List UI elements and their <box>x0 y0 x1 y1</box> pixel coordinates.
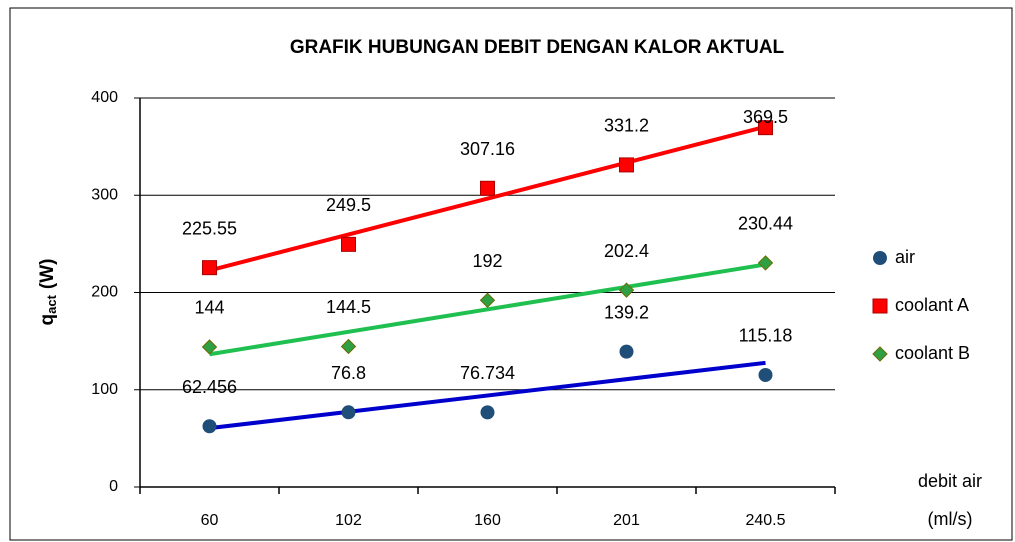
trendline <box>209 360 766 431</box>
data-label: 115.18 <box>739 326 793 346</box>
point <box>340 338 357 355</box>
y-label-text: q <box>37 314 58 326</box>
data-label: 230.44 <box>738 214 793 234</box>
data-label: 331.2 <box>604 116 649 136</box>
x-axis-label: (ml/s) <box>928 509 973 529</box>
data-label: 62.456 <box>182 377 237 397</box>
point <box>619 344 634 359</box>
y-label-subscript: act <box>44 294 59 313</box>
point <box>758 367 773 382</box>
legend-label: air <box>895 247 915 267</box>
y-tick-label: 100 <box>91 381 118 398</box>
data-label: 139.2 <box>604 302 649 322</box>
point <box>618 282 635 298</box>
x-axis-label: debit air <box>918 471 982 491</box>
data-label: 202.4 <box>604 241 649 261</box>
data-label: 369.5 <box>743 107 788 127</box>
y-tick-label: 0 <box>109 478 118 495</box>
chart-title: GRAFIK HUBUNGAN DEBIT DENGAN KALOR AKTUA… <box>290 37 785 58</box>
legend-label: coolant A <box>895 295 969 315</box>
point <box>479 292 496 308</box>
point <box>480 405 495 420</box>
point <box>873 251 887 265</box>
point <box>619 157 634 173</box>
y-tick-label: 200 <box>91 284 118 301</box>
point <box>757 255 774 271</box>
y-axis-label: qact (W) <box>37 259 59 326</box>
point <box>341 236 356 252</box>
y-tick-label: 300 <box>91 186 118 203</box>
trendline <box>209 262 766 357</box>
x-tick-label: 60 <box>201 512 219 529</box>
legend-label: coolant B <box>895 343 970 363</box>
point <box>202 260 217 276</box>
point <box>341 405 356 420</box>
chart-frame <box>9 7 1013 541</box>
data-label: 144 <box>194 298 224 318</box>
y-label-suffix: (W) <box>37 259 58 290</box>
data-label: 249.5 <box>326 195 371 215</box>
point <box>872 346 888 362</box>
data-label: 76.734 <box>460 363 515 383</box>
point <box>201 339 218 355</box>
x-tick-label: 160 <box>474 512 501 529</box>
y-tick-label: 400 <box>91 89 118 106</box>
data-label: 144.5 <box>326 297 371 317</box>
data-label: 225.55 <box>182 218 237 238</box>
point <box>758 120 773 136</box>
data-label: 307.16 <box>460 139 515 159</box>
point <box>480 180 495 196</box>
x-tick-label: 201 <box>613 512 640 529</box>
point <box>202 419 217 434</box>
x-tick-label: 240.5 <box>745 512 785 529</box>
data-label: 192 <box>472 251 502 271</box>
data-label: 76.8 <box>331 363 366 383</box>
point <box>872 298 888 314</box>
x-tick-label: 102 <box>335 512 362 529</box>
trendline <box>208 124 767 273</box>
